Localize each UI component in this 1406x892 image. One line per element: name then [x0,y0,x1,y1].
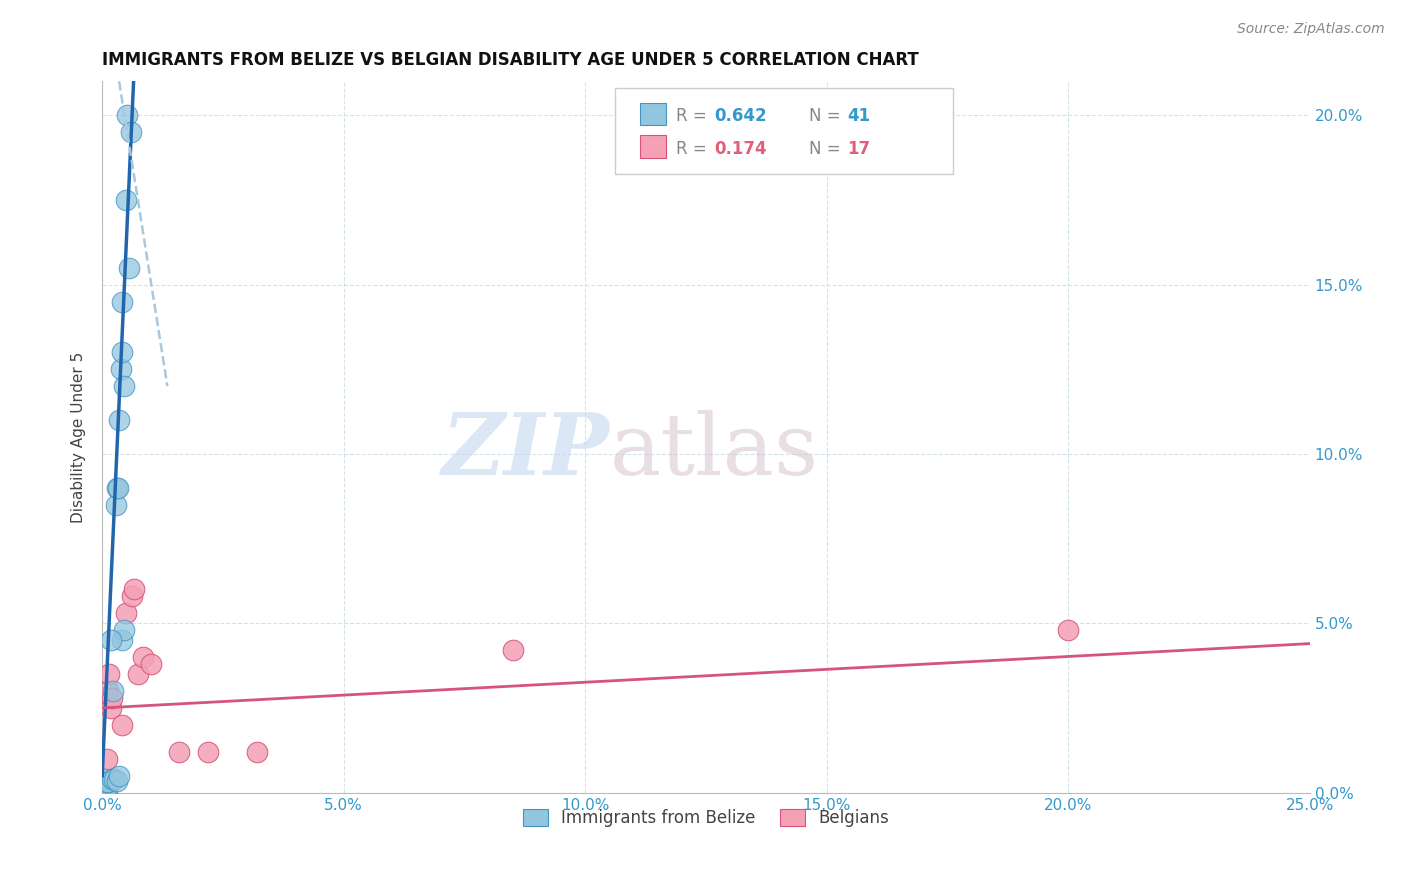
Point [93,772,115,786]
Point [91,782,114,797]
Point [93,775,115,789]
FancyBboxPatch shape [640,136,666,158]
Point [100,701,122,715]
Point [96,752,118,766]
Point [94,775,117,789]
Point [94,782,117,797]
Point [117,108,139,122]
Text: atlas: atlas [609,409,818,492]
Point [96,775,118,789]
Point [91,785,114,799]
Point [96,782,118,797]
Text: R =: R = [676,107,711,125]
Point [108,413,131,427]
Point [101,772,124,786]
Point [115,606,138,620]
Point [122,582,145,597]
Text: N =: N = [808,107,845,125]
Text: 41: 41 [848,107,870,125]
Point [197,745,219,759]
Point [93,782,115,797]
Point [103,772,125,786]
Point [93,779,115,793]
Point [98,667,121,681]
Point [105,481,128,495]
Text: 0.642: 0.642 [714,107,768,125]
FancyBboxPatch shape [640,103,666,126]
Point [97,684,120,698]
Point [169,745,191,759]
Y-axis label: Disability Age Under 5: Disability Age Under 5 [72,351,86,523]
Point [127,667,149,681]
Point [110,345,132,359]
Point [93,784,115,798]
Point [94,779,117,793]
Point [111,718,134,732]
Point [110,633,132,648]
Text: 0.174: 0.174 [714,140,768,158]
Point [502,643,524,657]
Point [93,784,115,798]
Text: N =: N = [808,140,845,158]
Legend: Immigrants from Belize, Belgians: Immigrants from Belize, Belgians [516,803,896,834]
Point [105,773,128,788]
Point [96,779,118,793]
Point [93,784,115,798]
Point [115,193,138,207]
Point [94,782,117,797]
Point [101,684,124,698]
Text: R =: R = [676,140,717,158]
Point [132,650,155,665]
Point [121,589,143,603]
Text: IMMIGRANTS FROM BELIZE VS BELGIAN DISABILITY AGE UNDER 5 CORRELATION CHART: IMMIGRANTS FROM BELIZE VS BELGIAN DISABI… [103,51,920,69]
Text: 17: 17 [848,140,870,158]
Point [112,379,135,393]
Point [112,623,135,637]
Point [118,260,141,275]
Point [94,784,117,798]
Point [104,498,127,512]
Point [111,294,134,309]
Point [1057,623,1080,637]
Point [91,782,114,797]
Point [100,633,122,648]
FancyBboxPatch shape [616,88,953,174]
Point [107,481,129,495]
Point [139,657,162,671]
Point [97,775,120,789]
Point [108,769,131,783]
Point [110,362,132,376]
Text: Source: ZipAtlas.com: Source: ZipAtlas.com [1237,22,1385,37]
Point [120,125,142,139]
Text: ZIP: ZIP [441,409,609,493]
Point [101,690,124,705]
Point [93,782,115,797]
Point [246,745,269,759]
Point [96,784,118,798]
